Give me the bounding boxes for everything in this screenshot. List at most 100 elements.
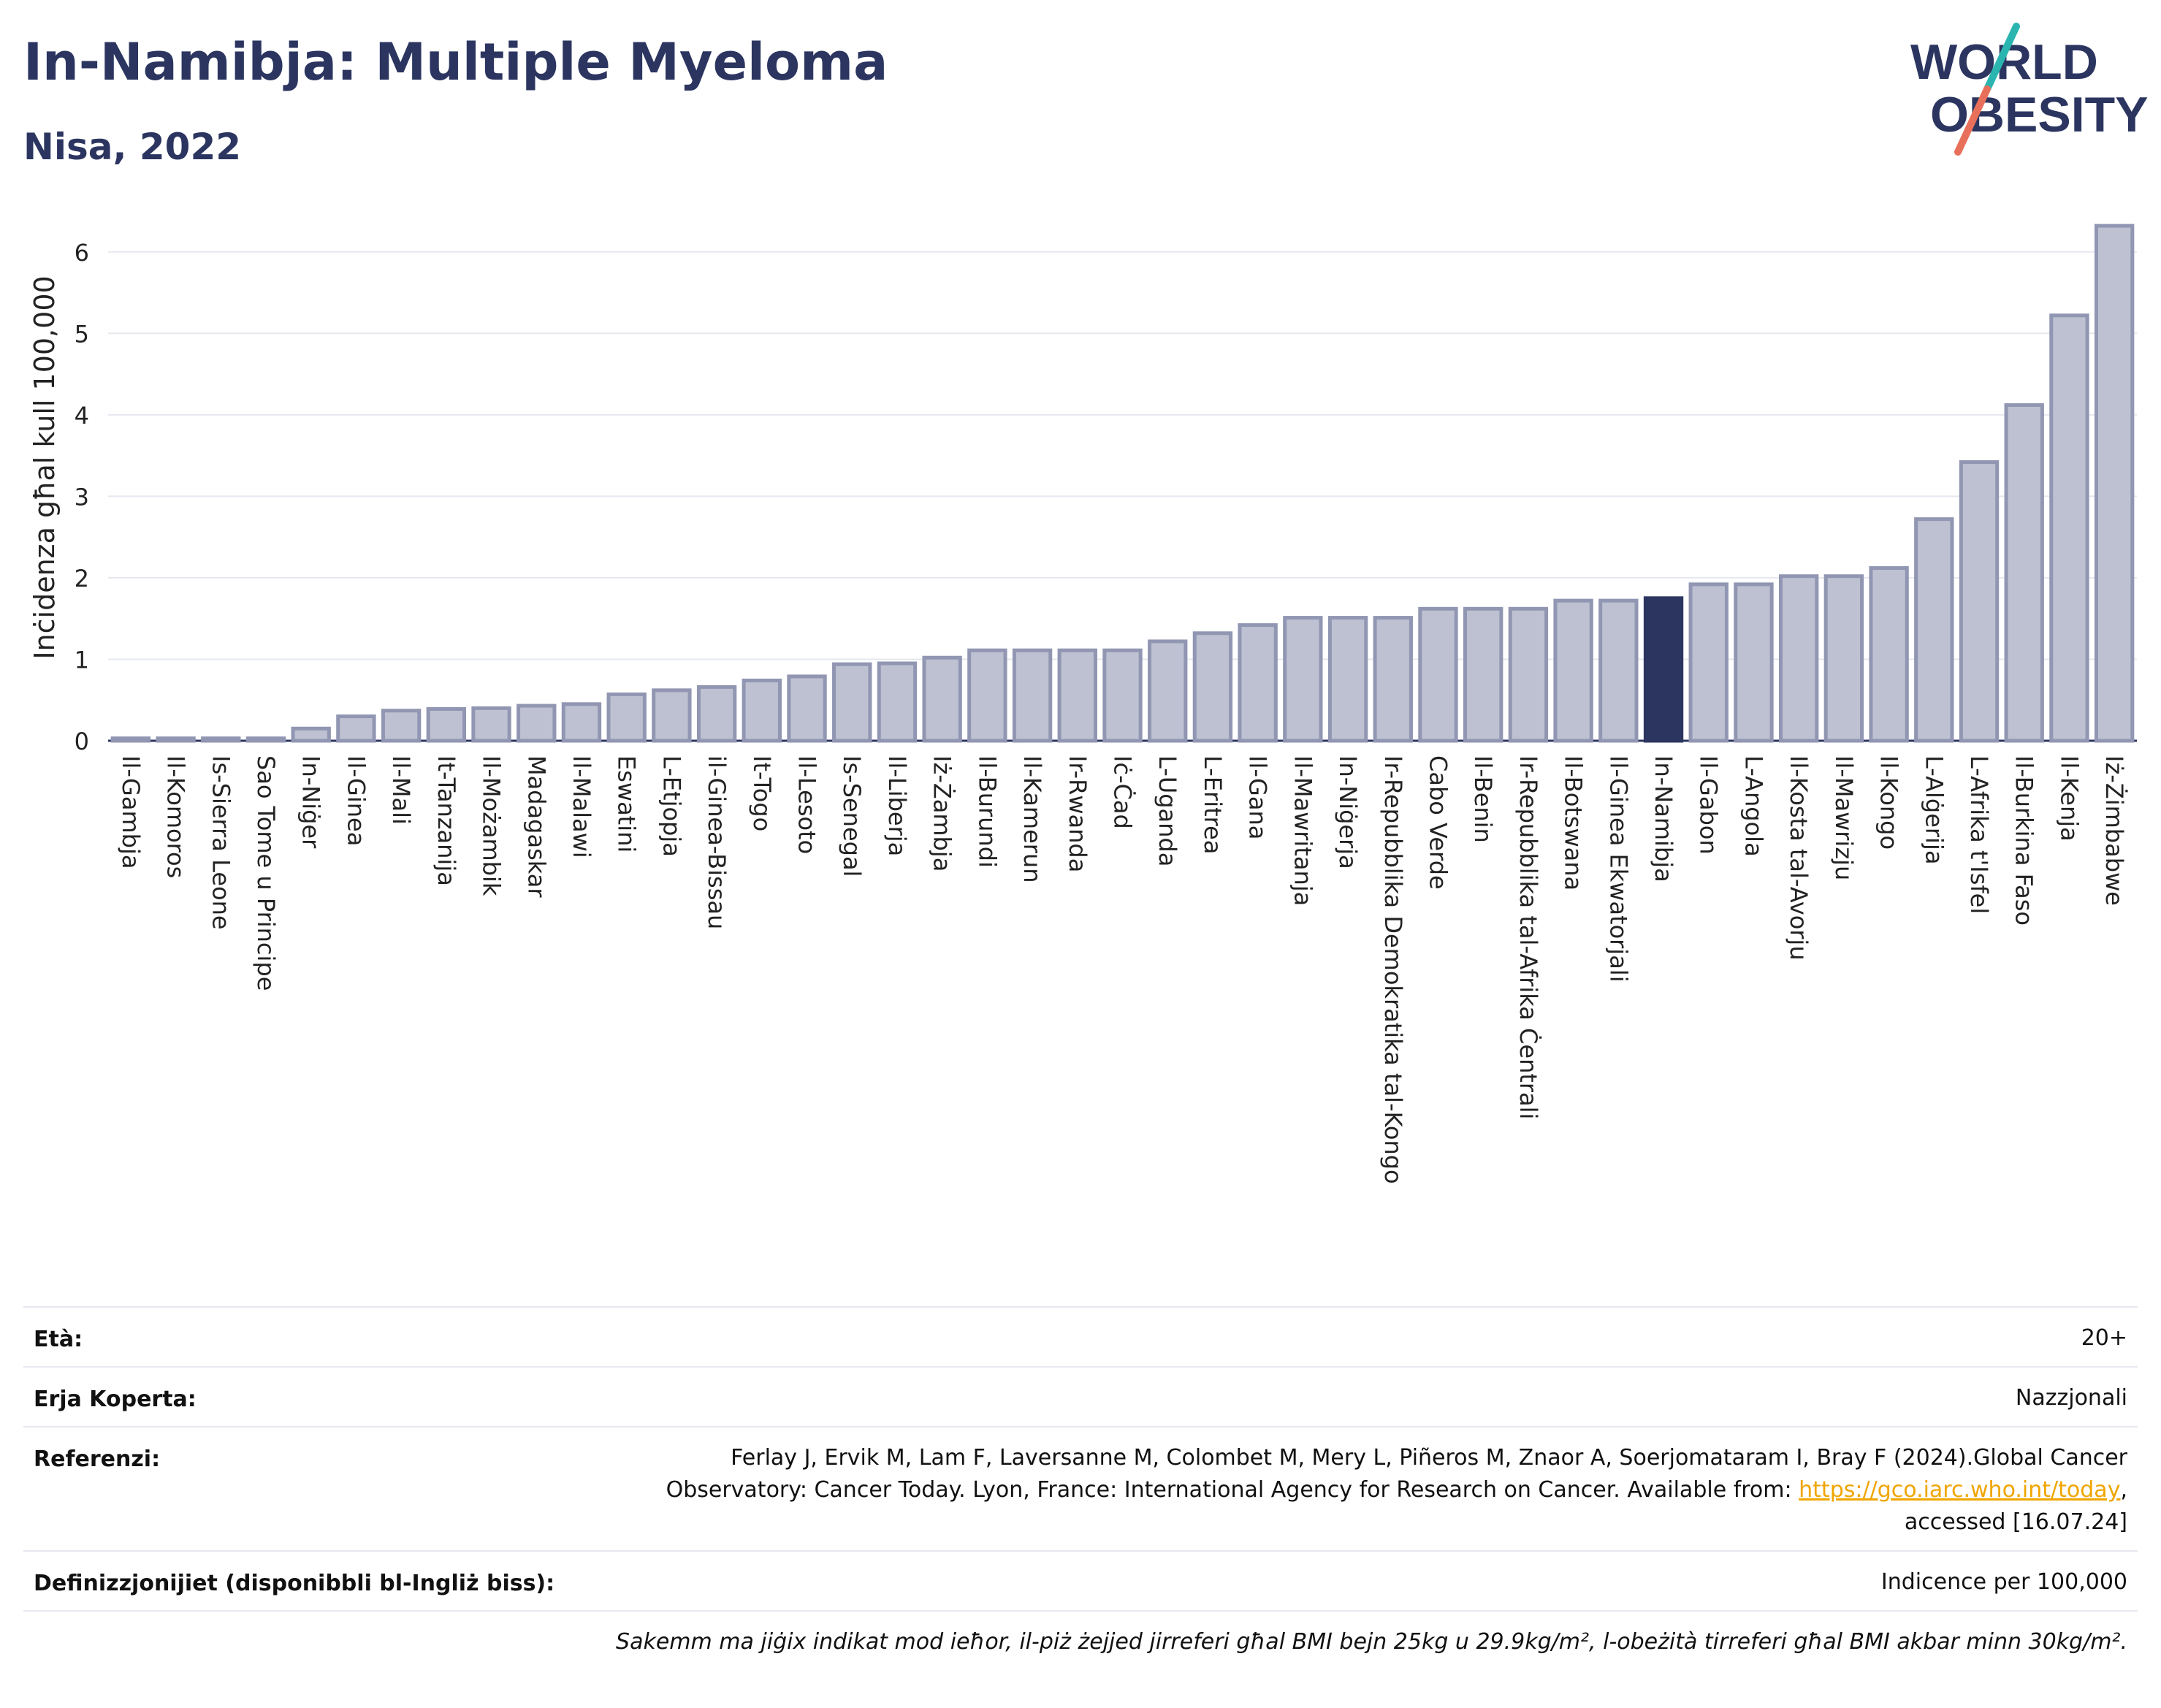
- x-tick-label: L-Eritrea: [1199, 755, 1227, 854]
- x-tick-label: It-Togo: [748, 755, 776, 831]
- x-tick-label: Il-Mali: [387, 755, 415, 825]
- x-tick-label: Il-Lesoto: [793, 755, 821, 854]
- bar: [652, 688, 692, 743]
- y-tick-label: 0: [75, 728, 89, 755]
- bar: [156, 736, 196, 743]
- x-tick-label: Il-Możambik: [478, 755, 506, 896]
- x-tick-label: In-Niġerja: [1334, 755, 1362, 869]
- page-subtitle: Nisa, 2022: [23, 126, 242, 168]
- bar: [1734, 582, 1774, 743]
- bar: [967, 648, 1007, 743]
- page-title: In-Namibja: Multiple Myeloma: [23, 32, 888, 92]
- coverage-value: Nazzjonali: [2015, 1385, 2127, 1411]
- x-tick-label: L-Uganda: [1154, 755, 1181, 866]
- bar: [1688, 582, 1729, 743]
- bar: [1869, 566, 1909, 743]
- x-tick-label: Il-Kosta tal-Avorju: [1785, 755, 1813, 961]
- bar: [291, 726, 331, 743]
- bar: [696, 685, 737, 743]
- x-tick-label: Il-Botswana: [1560, 755, 1588, 891]
- bar: [742, 678, 782, 743]
- bar: [1102, 648, 1143, 743]
- x-tick-label: In-Namibja: [1650, 755, 1677, 882]
- bar-highlighted: [1643, 596, 1684, 743]
- x-tick-label: Cabo Verde: [1424, 755, 1452, 890]
- references-line-2-text: Observatory: Cancer Today. Lyon, France:…: [666, 1477, 1799, 1503]
- logo-slash-bottom: [1954, 85, 1991, 156]
- obesity-definition-note: Sakemm ma jiġix indikat mod ieħor, il-pi…: [616, 1629, 2127, 1655]
- definitions-label: Definizzjonijiet (disponibbli bl-Ingliż …: [34, 1571, 555, 1596]
- bar: [2094, 224, 2135, 743]
- x-tick-label: Ir-Repubblika Demokratika tal-Kongo: [1379, 755, 1407, 1184]
- logo-text-world: WORLD: [1910, 34, 2098, 90]
- x-tick-label: Il-Burkina Faso: [2011, 755, 2038, 926]
- y-tick-label: 4: [75, 402, 89, 430]
- bar: [201, 736, 241, 743]
- meta-row-definitions: Definizzjonijiet (disponibbli bl-Ingliż …: [23, 1550, 2138, 1612]
- x-tick-label: Il-Burundi: [973, 755, 1001, 868]
- references-line-3: accessed [16.07.24]: [1904, 1509, 2127, 1535]
- y-tick-label: 1: [75, 646, 89, 674]
- x-tick-label: Il-Gabon: [1695, 755, 1723, 855]
- definitions-value: Indicence per 100,000: [1880, 1569, 2127, 1595]
- y-tick-labels: 0 1 2 3 4 5 6: [75, 239, 89, 755]
- x-tick-label: Madagaskar: [522, 755, 550, 898]
- references-value: Ferlay J, Ervik M, Lam F, Laversanne M, …: [666, 1442, 2127, 1539]
- age-value: 20+: [2081, 1325, 2127, 1351]
- x-tick-label: Eswatini: [613, 755, 641, 853]
- meta-row-age: Età: 20+: [23, 1306, 2138, 1368]
- bar: [1192, 631, 1233, 743]
- y-tick-label: 2: [75, 565, 89, 592]
- bar: [1463, 606, 1503, 743]
- bar: [517, 704, 557, 743]
- x-tick-label: Sao Tome u Principe: [252, 755, 280, 991]
- x-tick-label: Il-Liberja: [883, 755, 911, 856]
- y-axis-label: Inċidenza għal kull 100,000: [28, 275, 61, 659]
- references-link[interactable]: https://gco.iarc.who.int/today: [1799, 1477, 2121, 1503]
- bar: [1508, 606, 1549, 743]
- bar: [1553, 598, 1593, 743]
- bar: [1914, 517, 1954, 743]
- references-line-2-end: ,: [2120, 1477, 2127, 1503]
- y-tick-label: 3: [75, 483, 89, 511]
- x-tick-label: Il-Ginea Ekwatorjali: [1604, 755, 1632, 983]
- bar: [2049, 313, 2089, 743]
- bar: [426, 707, 467, 743]
- bar: [561, 702, 602, 743]
- bars: [110, 224, 2135, 743]
- x-tick-label: Il-Malawi: [568, 755, 595, 858]
- bar: [1959, 460, 2000, 743]
- bar: [1012, 648, 1053, 743]
- x-tick-label: Il-Komoros: [162, 755, 190, 878]
- y-tick-label: 6: [75, 239, 89, 267]
- references-line-2: Observatory: Cancer Today. Lyon, France:…: [666, 1474, 2127, 1506]
- bar: [1327, 616, 1368, 743]
- bar: [336, 714, 376, 743]
- x-tick-label: Il-Kongo: [1875, 755, 1903, 850]
- world-obesity-logo: WORLD OBESITY: [1910, 23, 2148, 156]
- bar: [1238, 623, 1278, 743]
- meta-row-coverage: Erja Koperta: Nazzjonali: [23, 1366, 2138, 1427]
- x-tick-label: Ir-Repubblika tal-Afrika Ċentrali: [1514, 755, 1542, 1119]
- references-label: Referenzi:: [34, 1446, 161, 1472]
- x-tick-label: Il-Benin: [1469, 755, 1497, 843]
- bar: [1057, 648, 1097, 743]
- y-tick-label: 5: [75, 320, 89, 348]
- x-tick-label: In-Niġer: [297, 755, 325, 849]
- x-tick-label: It-Tanzanija: [432, 755, 460, 886]
- x-tick-label: L-Afrika t'Isfel: [1965, 755, 1993, 914]
- bar-chart: Il-Gambja Il-Komoros Is-Sierra Leone Sao To…: [28, 224, 2137, 1184]
- x-tick-label: L-Etjopja: [658, 755, 685, 857]
- meta-row-note: Sakemm ma jiġix indikat mod ieħor, il-pi…: [23, 1610, 2138, 1671]
- logo-slash-top: [1983, 23, 2020, 93]
- x-tick-label: Iċ-Ċad: [1109, 755, 1137, 829]
- bar: [1418, 606, 1458, 743]
- age-label: Età:: [34, 1327, 83, 1352]
- x-tick-label: Il-Mawrizju: [1830, 755, 1858, 880]
- bar: [381, 709, 422, 743]
- coverage-label: Erja Koperta:: [34, 1387, 197, 1412]
- bar: [1373, 616, 1413, 743]
- bar: [1823, 574, 1864, 743]
- bar: [1283, 616, 1323, 743]
- x-tick-label: Is-Sierra Leone: [207, 755, 235, 930]
